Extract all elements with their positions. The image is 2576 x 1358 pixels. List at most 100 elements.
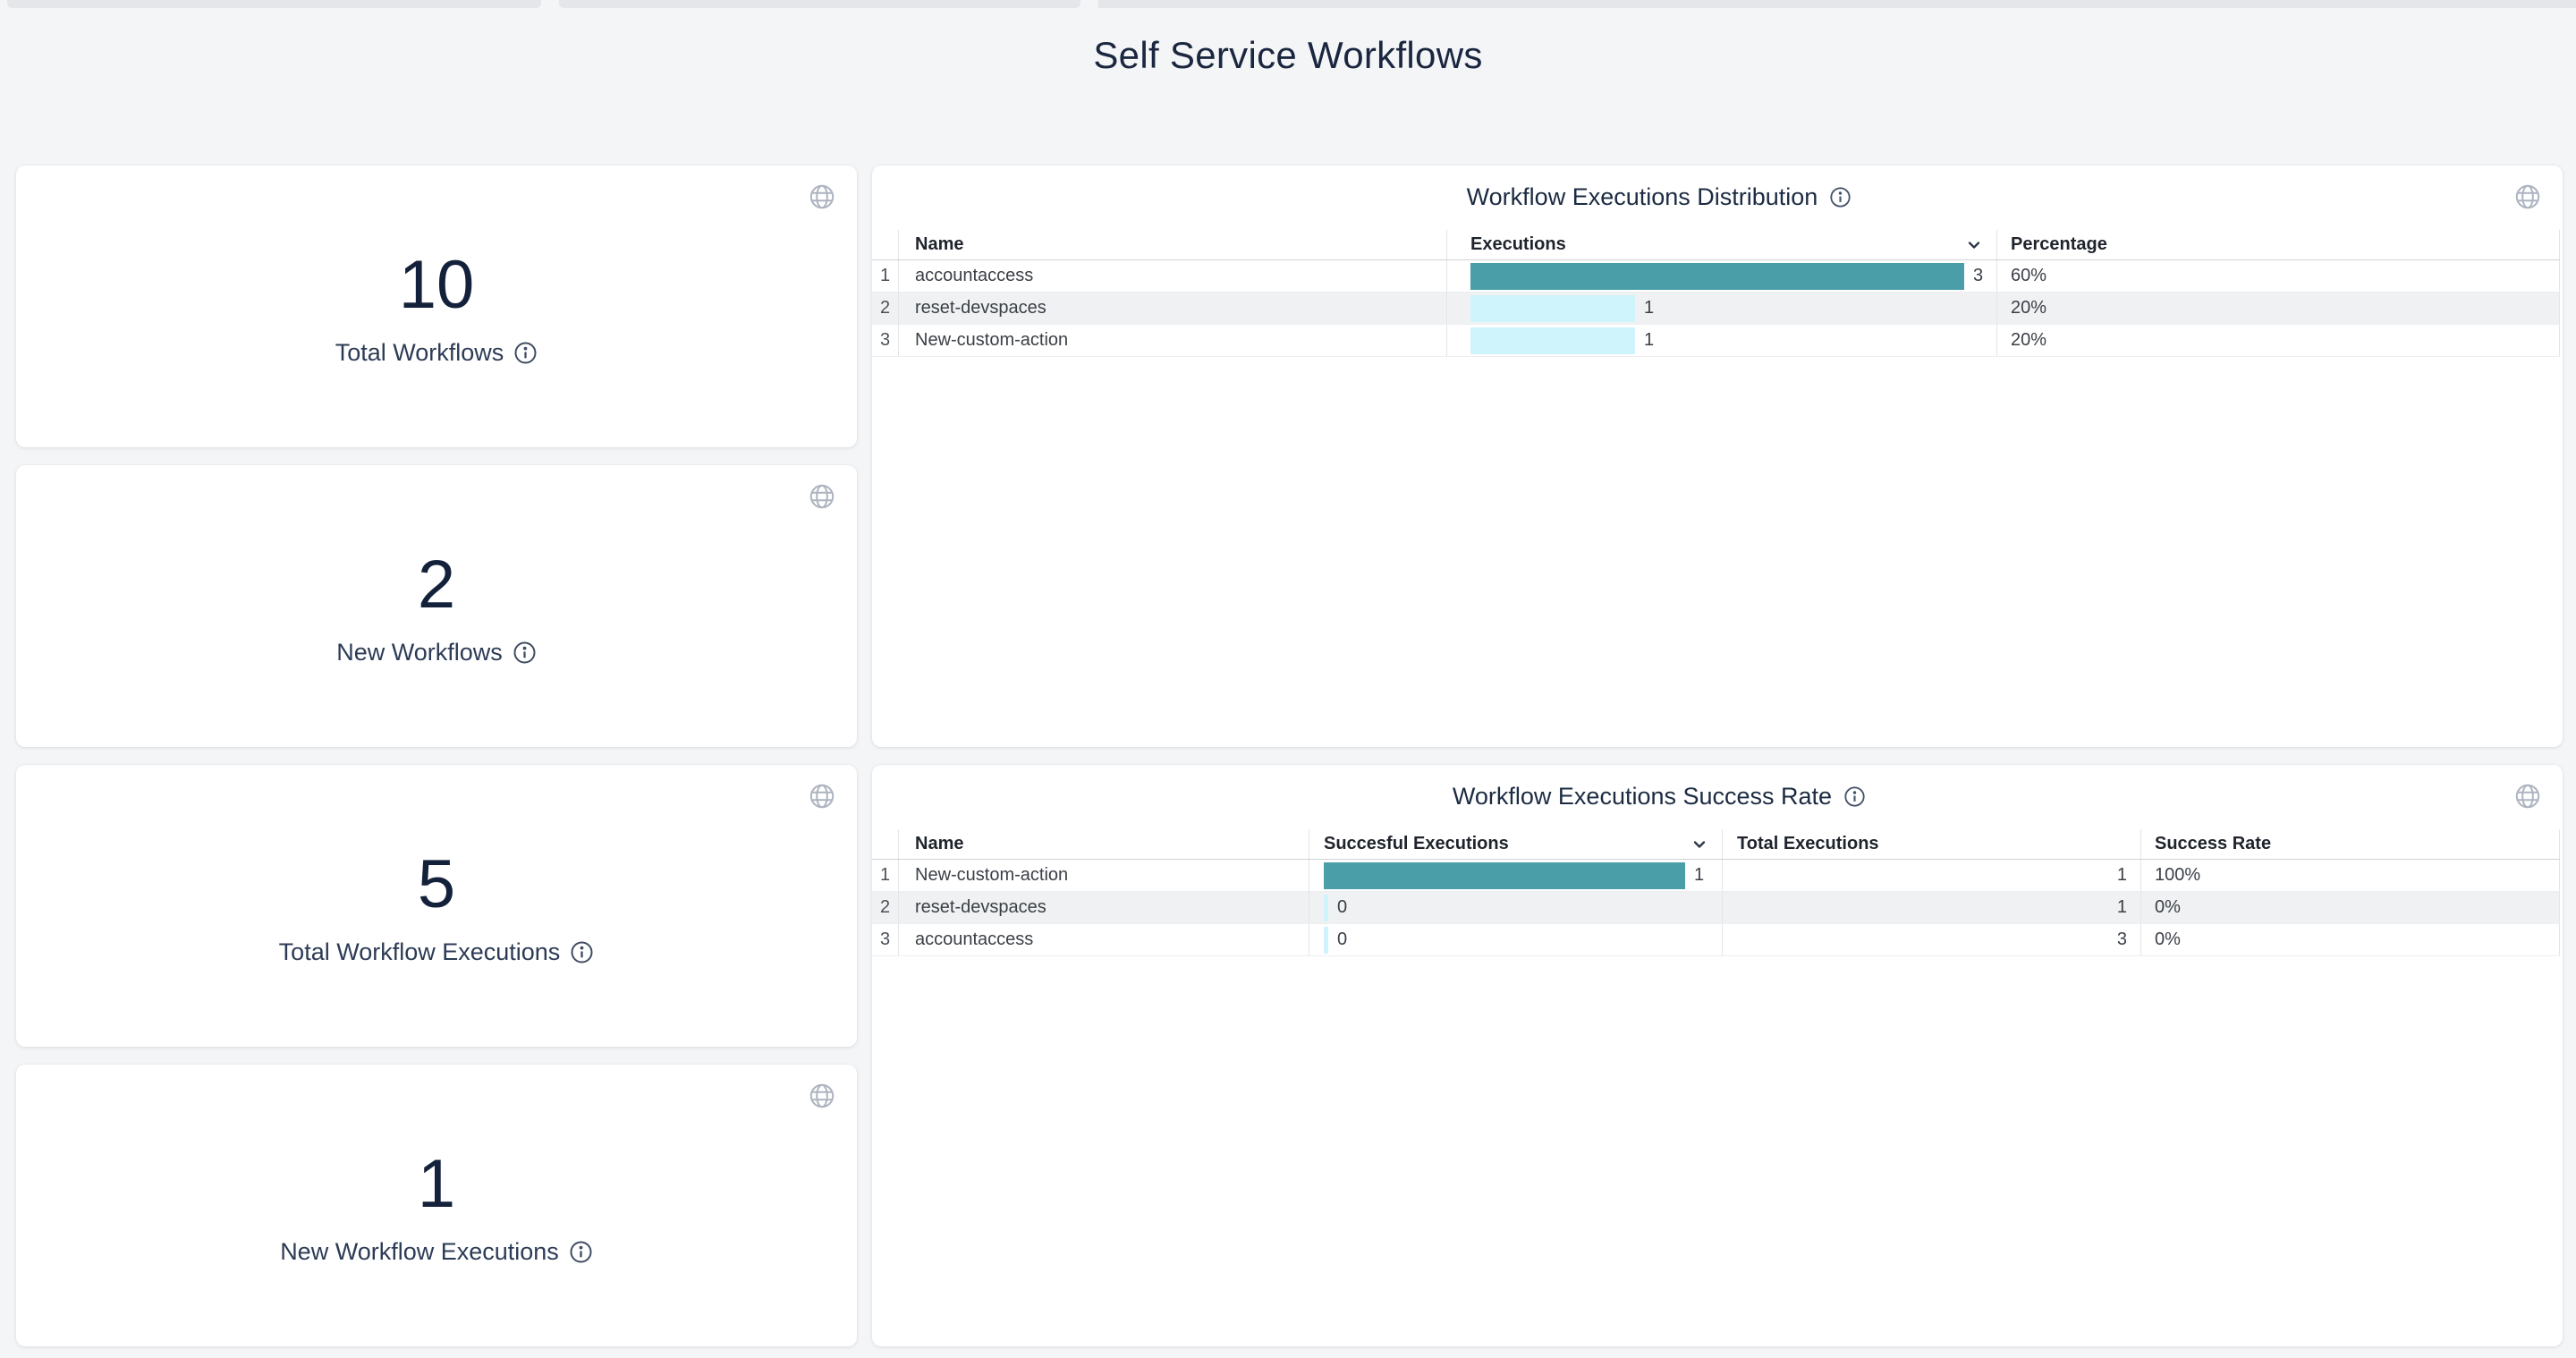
total-executions-cell: 1 [1722,892,2140,923]
top-strip-segment [7,0,541,8]
stat-label-row: New Workflows [16,639,857,666]
row-index: 3 [879,929,891,949]
successful-executions-cell: 1 [1309,860,1722,891]
executions-bar [1470,294,1635,322]
successful-executions-bar [1324,894,1328,921]
table-row: 2 reset-devspaces 0 1 0% [872,892,2560,924]
table-title: Workflow Executions Distribution [1466,183,1818,210]
globe-icon[interactable] [809,783,835,810]
stat-card-new-workflows: 2 New Workflows [16,465,857,747]
globe-icon[interactable] [809,183,835,210]
stat-card-total-workflow-executions: 5 Total Workflow Executions [16,765,857,1047]
chevron-down-icon [1693,840,1706,848]
workflow-name-cell: New-custom-action [898,325,1446,356]
success-rate-cell: 100% [2140,860,2560,891]
stat-label: Total Workflows [335,339,504,366]
table-row: 3 New-custom-action 1 20% [872,325,2560,357]
header-executions-sortable[interactable]: Executions [1446,230,1996,259]
stat-card-new-workflow-executions: 1 New Workflow Executions [16,1065,857,1346]
successful-executions-bar [1324,926,1328,954]
table-row: 1 New-custom-action 1 1 100% [872,860,2560,892]
workflow-name-cell: New-custom-action [898,860,1309,891]
executions-cell: 3 [1446,260,1996,292]
workflow-name-cell: reset-devspaces [898,293,1446,324]
successful-executions-count: 1 [1694,865,1705,885]
table-row: 3 accountaccess 0 3 0% [872,924,2560,956]
stat-card-total-workflows: 10 Total Workflows [16,166,857,447]
row-index: 3 [879,330,891,350]
header-name: Name [898,230,1446,259]
successful-executions-count: 0 [1337,929,1348,949]
total-executions-cell: 3 [1722,924,2140,955]
page-title: Self Service Workflows [1093,34,1483,76]
percentage-cell: 60% [1996,260,2560,292]
card-workflow-executions-distribution: Workflow Executions Distribution Name Ex… [872,166,2563,747]
globe-icon[interactable] [809,1082,835,1109]
stat-value: 2 [417,547,456,623]
executions-bar [1470,262,1964,290]
successful-executions-cell: 0 [1309,924,1722,955]
stat-value: 10 [398,247,475,323]
executions-bar [1470,327,1635,354]
info-icon[interactable] [513,641,537,665]
header-index [872,230,898,259]
percentage-cell: 20% [1996,293,2560,324]
table-title-row: Workflow Executions Success Rate [872,783,2446,811]
info-icon[interactable] [569,1240,593,1264]
stat-label: Total Workflow Executions [278,938,561,965]
workflow-name-cell: reset-devspaces [898,892,1309,923]
table-header-row: Name Executions Percentage [872,230,2560,260]
header-success-rate: Success Rate [2140,829,2560,859]
table-header-row: Name Succesful Executions Total Executio… [872,829,2560,860]
header-executions-label: Executions [1470,234,1566,254]
total-executions-cell: 1 [1722,860,2140,891]
success-rate-cell: 0% [2140,892,2560,923]
executions-cell: 1 [1446,293,1996,324]
info-icon[interactable] [1829,186,1852,208]
globe-icon[interactable] [809,483,835,510]
top-strip-segment [1098,0,2576,8]
workflow-name-cell: accountaccess [898,260,1446,292]
success-rate-table: Name Succesful Executions Total Executio… [872,829,2560,956]
header-successful-executions-sortable[interactable]: Succesful Executions [1309,829,1722,859]
success-rate-cell: 0% [2140,924,2560,955]
stat-label: New Workflow Executions [280,1238,559,1265]
table-title-row: Workflow Executions Distribution [872,183,2446,211]
stat-value: 1 [417,1146,456,1222]
info-icon[interactable] [513,341,538,365]
successful-executions-bar [1324,861,1685,889]
stat-label-row: Total Workflow Executions [16,938,857,966]
percentage-cell: 20% [1996,325,2560,356]
executions-distribution-table: Name Executions Percentage 1 accountacce… [872,230,2560,357]
row-index: 1 [879,865,891,885]
top-strip-segment [559,0,1080,8]
table-row: 2 reset-devspaces 1 20% [872,293,2560,325]
executions-count: 1 [1644,330,1655,350]
stat-label-row: Total Workflows [16,339,857,367]
executions-count: 3 [1973,266,1984,285]
header-percentage: Percentage [1996,230,2560,259]
header-name: Name [898,829,1309,859]
table-title: Workflow Executions Success Rate [1452,783,1833,810]
chevron-down-icon [1968,241,1980,249]
stat-value: 5 [417,846,456,922]
workflow-name-cell: accountaccess [898,924,1309,955]
header-index [872,829,898,859]
info-icon[interactable] [1843,785,1866,808]
table-row: 1 accountaccess 3 60% [872,260,2560,293]
info-icon[interactable] [570,940,594,964]
stat-label: New Workflows [336,639,503,666]
row-index: 1 [879,266,891,285]
successful-executions-cell: 0 [1309,892,1722,923]
row-index: 2 [879,897,891,917]
header-successful-label: Succesful Executions [1324,834,1509,853]
header-total-executions: Total Executions [1722,829,2140,859]
successful-executions-count: 0 [1337,897,1348,917]
globe-icon[interactable] [2514,783,2541,810]
executions-count: 1 [1644,298,1655,318]
card-workflow-executions-success-rate: Workflow Executions Success Rate Name Su… [872,765,2563,1346]
row-index: 2 [879,298,891,318]
stat-label-row: New Workflow Executions [16,1238,857,1266]
executions-cell: 1 [1446,325,1996,356]
globe-icon[interactable] [2514,183,2541,210]
